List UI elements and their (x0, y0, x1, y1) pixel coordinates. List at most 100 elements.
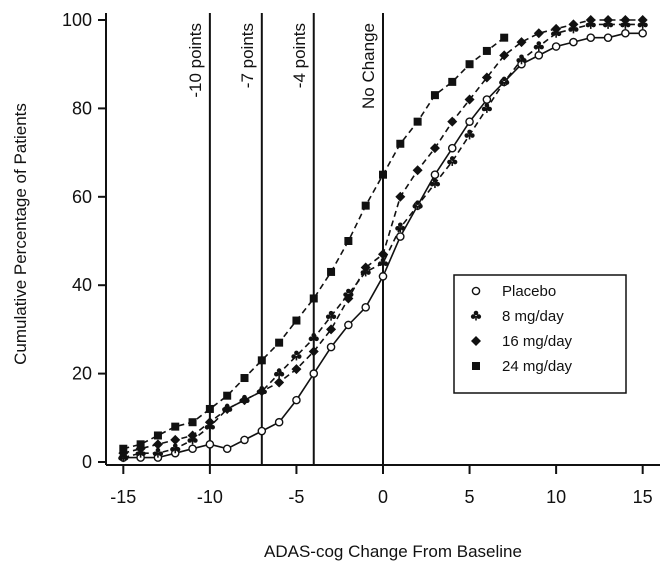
reference-line-label: No Change (359, 23, 378, 109)
data-point-8-mg-day (274, 368, 285, 379)
data-point-16-mg-day (187, 430, 198, 441)
data-point-placebo (378, 272, 388, 281)
data-point-24-mg-day (257, 356, 266, 365)
data-point-8-mg-day (308, 332, 319, 343)
data-point-16-mg-day (637, 15, 648, 25)
data-point-16-mg-day (603, 15, 614, 25)
data-point-placebo (292, 395, 301, 405)
data-point-16-mg-day (533, 28, 544, 39)
data-point-16-mg-day (222, 403, 233, 414)
data-point-24-mg-day (275, 338, 284, 347)
x-tick-label: -15 (110, 487, 136, 507)
data-point-8-mg-day (395, 222, 406, 233)
data-point-placebo (638, 28, 647, 38)
data-point-16-mg-day (499, 50, 510, 61)
data-point-8-mg-day (291, 350, 302, 361)
x-axis-title: ADAS-cog Change From Baseline (264, 542, 522, 561)
data-point-placebo (309, 369, 319, 378)
x-tick-label: 10 (546, 487, 566, 507)
legend-marker (471, 286, 481, 296)
data-point-24-mg-day (171, 422, 180, 431)
data-point-16-mg-day (585, 15, 596, 25)
x-tick-label: 5 (465, 487, 475, 507)
data-point-placebo (344, 320, 353, 330)
data-point-placebo (603, 33, 613, 42)
data-point-placebo (586, 33, 596, 42)
data-point-16-mg-day (343, 293, 354, 304)
data-point-16-mg-day (620, 15, 631, 25)
data-point-16-mg-day (464, 94, 475, 105)
legend-label: 24 mg/day (502, 358, 573, 375)
x-tick-label: -10 (197, 487, 223, 507)
data-point-24-mg-day (153, 431, 162, 440)
data-point-16-mg-day (447, 116, 458, 127)
data-point-8-mg-day (170, 443, 181, 454)
legend-label: Placebo (502, 283, 556, 300)
data-point-24-mg-day (379, 170, 387, 179)
data-point-placebo (205, 440, 215, 449)
y-tick-label: 60 (72, 187, 92, 207)
series-line-24-mg-day (123, 37, 505, 450)
data-point-placebo (447, 143, 457, 153)
data-point-16-mg-day (291, 364, 302, 375)
data-point-8-mg-day (464, 129, 475, 140)
data-point-16-mg-day (378, 249, 388, 260)
data-point-16-mg-day (326, 324, 337, 335)
legend-box (453, 274, 627, 394)
data-point-16-mg-day (481, 72, 492, 83)
x-tick-label: -5 (288, 487, 304, 507)
data-point-placebo (551, 42, 561, 51)
y-tick-label: 80 (72, 98, 92, 118)
data-point-24-mg-day (327, 267, 336, 276)
reference-line-label: -10 points (186, 23, 205, 98)
y-tick-label: 0 (82, 452, 92, 472)
data-point-8-mg-day (533, 41, 544, 52)
data-point-placebo (188, 444, 197, 454)
data-point-24-mg-day (240, 374, 249, 383)
data-point-8-mg-day (412, 200, 423, 211)
data-point-8-mg-day (481, 103, 492, 113)
data-point-8-mg-day (516, 54, 527, 65)
data-point-24-mg-day (361, 201, 370, 210)
y-axis-title: Cumulative Percentage of Patients (11, 103, 30, 365)
data-point-24-mg-day (482, 46, 491, 55)
data-point-16-mg-day (308, 346, 319, 357)
y-tick-label: 20 (72, 364, 92, 384)
legend-label: 8 mg/day (502, 308, 564, 325)
reference-line-label: -4 points (290, 23, 309, 88)
data-point-placebo (534, 51, 544, 60)
data-point-16-mg-day (551, 23, 562, 34)
data-point-24-mg-day (223, 391, 232, 400)
data-point-24-mg-day (465, 60, 474, 69)
data-point-placebo (621, 28, 630, 38)
legend-marker (470, 310, 482, 321)
data-point-16-mg-day (170, 434, 181, 445)
data-point-placebo (240, 435, 249, 445)
data-point-placebo (569, 37, 578, 47)
data-point-24-mg-day (430, 91, 439, 100)
y-tick-label: 100 (62, 10, 92, 30)
data-point-16-mg-day (412, 165, 423, 176)
data-point-placebo (430, 170, 440, 179)
data-point-24-mg-day (119, 444, 128, 453)
data-point-placebo (465, 117, 474, 126)
data-point-16-mg-day (152, 439, 163, 450)
y-tick-label: 40 (72, 275, 92, 295)
data-point-placebo (326, 342, 336, 352)
data-point-8-mg-day (447, 156, 458, 166)
data-point-16-mg-day (516, 37, 527, 48)
data-point-8-mg-day (429, 178, 441, 189)
data-point-16-mg-day (568, 19, 579, 30)
data-point-placebo (361, 302, 370, 312)
data-point-24-mg-day (413, 117, 422, 126)
legend-marker (472, 362, 480, 370)
data-point-24-mg-day (309, 294, 318, 303)
x-tick-label: 15 (633, 487, 653, 507)
data-point-16-mg-day (429, 143, 440, 154)
reference-line-label: -7 points (238, 23, 257, 88)
data-point-8-mg-day (325, 310, 337, 321)
data-point-24-mg-day (448, 77, 457, 86)
data-point-24-mg-day (205, 404, 214, 413)
data-point-24-mg-day (136, 440, 145, 449)
